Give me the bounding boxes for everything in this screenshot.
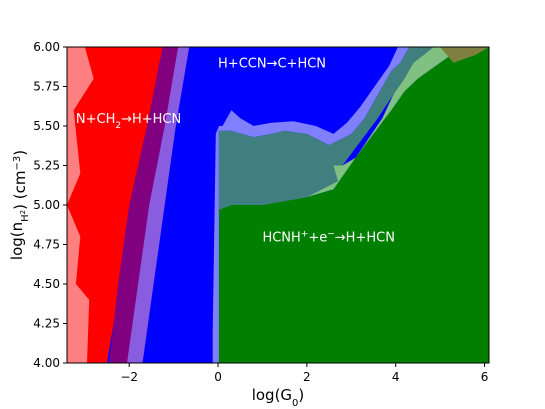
y-tick-label: 4.00: [33, 356, 60, 370]
region-light-violet-band: [127, 47, 190, 363]
y-tick-label: 4.50: [33, 277, 60, 291]
region-dark-violet-band: [109, 47, 181, 363]
x-axis-label: log(G0): [252, 386, 305, 409]
y-tick-label: 5.50: [33, 119, 60, 133]
region-teal-overlap: [218, 47, 434, 210]
regions-layer: [67, 47, 489, 363]
region-light-blue-overlap: [218, 47, 409, 145]
x-tick-label: 2: [303, 370, 311, 384]
annotation-hcnh-reaction: HCNH++e−→H+HCN: [262, 229, 394, 245]
plot-area: N+CH2→H+HCN H+CCN→C+HCN HCNH++e−→H+HCN: [67, 47, 489, 363]
y-tick-label: 4.75: [33, 238, 60, 252]
y-tick-label: 5.00: [33, 198, 60, 212]
annotations-layer: N+CH2→H+HCN H+CCN→C+HCN HCNH++e−→H+HCN: [76, 57, 395, 246]
annotation-ccn-reaction: H+CCN→C+HCN: [218, 57, 326, 72]
x-tick-label: −2: [120, 370, 138, 384]
y-tick-label: 6.00: [33, 40, 60, 54]
y-tick-label: 5.75: [33, 80, 60, 94]
region-olive-corner: [440, 47, 489, 63]
region-hcnh-region: [218, 47, 489, 363]
x-axis: −2 0 2 4 6: [120, 363, 488, 384]
x-tick-label: 6: [481, 370, 489, 384]
region-n-ch2-region: [67, 47, 165, 363]
x-tick-label: 0: [214, 370, 222, 384]
x-tick-label: 4: [392, 370, 400, 384]
y-axis: 4.00 4.25 4.50 4.75 5.00 5.25 5.50 5.75 6.00: [33, 40, 67, 370]
y-axis-label: log(nH2) (cm−3): [8, 150, 31, 260]
y-tick-label: 5.25: [33, 159, 60, 173]
annotation-n-ch2-reaction: N+CH2→H+HCN: [76, 112, 181, 131]
y-tick-label: 4.25: [33, 317, 60, 331]
region-thin-light-line: [212, 126, 219, 363]
